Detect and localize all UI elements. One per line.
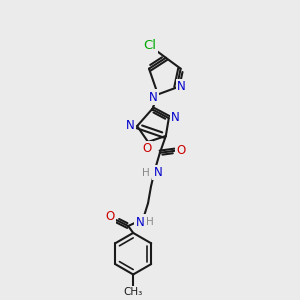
- Text: N: N: [148, 91, 157, 104]
- Text: N: N: [171, 111, 180, 124]
- Text: Cl: Cl: [143, 39, 157, 52]
- Text: O: O: [176, 144, 185, 157]
- Text: N: N: [177, 80, 186, 93]
- Text: N: N: [154, 166, 162, 179]
- Text: O: O: [106, 210, 115, 223]
- Text: N: N: [136, 215, 145, 229]
- Text: O: O: [142, 142, 152, 155]
- Text: CH₃: CH₃: [124, 287, 143, 297]
- Text: H: H: [142, 168, 150, 178]
- Text: H: H: [146, 217, 154, 227]
- Text: N: N: [126, 118, 135, 132]
